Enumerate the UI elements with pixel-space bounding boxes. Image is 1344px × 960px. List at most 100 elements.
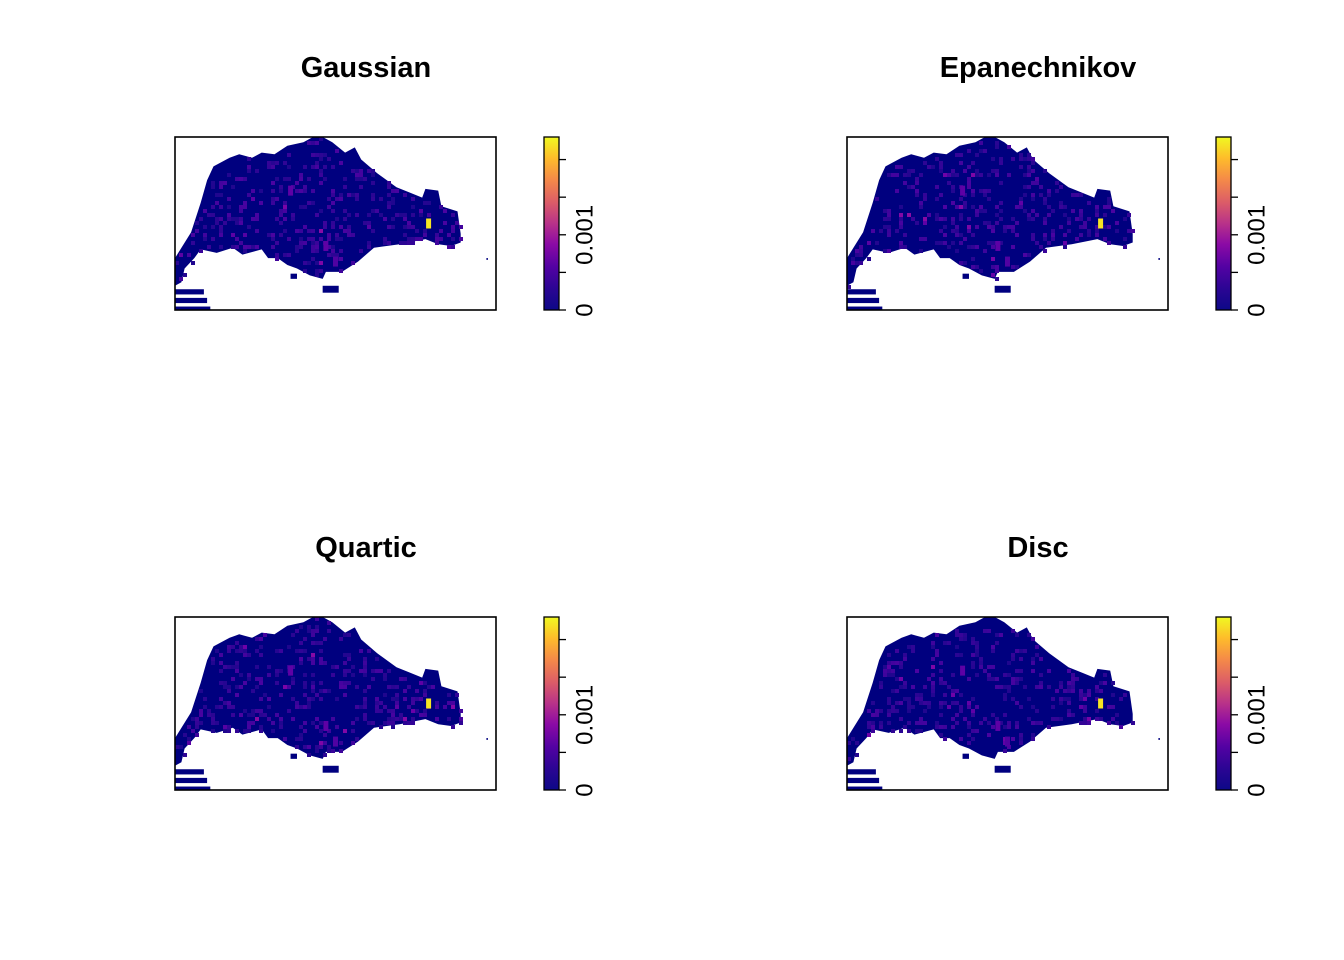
density-cell [267,673,271,677]
density-cell [227,197,231,201]
density-cell [1051,229,1055,233]
density-cell [231,713,235,717]
density-cell [287,645,291,649]
density-cell [1043,169,1047,173]
density-cell [219,193,223,197]
density-cell [923,217,927,221]
density-cell [331,209,335,213]
density-cell [959,197,963,201]
density-cell [259,697,263,701]
density-cell [975,653,979,657]
density-cell [999,633,1003,637]
density-cell [195,229,199,233]
density-cell [1047,669,1051,673]
density-cell [923,237,927,241]
density-cell [383,677,387,681]
density-cell [247,157,251,161]
color-legend: 0 0.001 [543,616,599,797]
density-cell [439,237,443,241]
density-cell [451,701,455,705]
density-cell [219,205,223,209]
density-cell [363,661,367,665]
density-cell [311,245,315,249]
density-cell [451,225,455,229]
density-cell [315,625,319,629]
density-cell [995,633,999,637]
density-cell [255,245,259,249]
density-cell [995,213,999,217]
density-cell [1107,201,1111,205]
density-cell [415,229,419,233]
density-cell [971,173,975,177]
density-cell [1031,721,1035,725]
density-cell [959,205,963,209]
density-cell [899,241,903,245]
hotspot-cell [995,720,1001,731]
density-cell [899,221,903,225]
density-cell [1015,233,1019,237]
density-cell [307,705,311,709]
density-cell [927,705,931,709]
density-cell [395,693,399,697]
density-cell [939,161,943,165]
island-raster [847,297,880,304]
density-cell [315,245,319,249]
density-cell [1035,653,1039,657]
density-cell [915,193,919,197]
density-cell [987,733,991,737]
density-cell [939,677,943,681]
density-cell [387,205,391,209]
density-cell [975,705,979,709]
density-cell [1063,241,1067,245]
density-cell [319,681,323,685]
density-cell [983,221,987,225]
density-cell [887,653,891,657]
density-cell [975,225,979,229]
density-cell [975,641,979,645]
density-cell [235,245,239,249]
density-cell [363,717,367,721]
density-cell [1075,237,1079,241]
density-cell [311,237,315,241]
density-cell [983,669,987,673]
density-cell [459,717,463,721]
density-cell [919,205,923,209]
density-cell [871,721,875,725]
density-cell [903,245,907,249]
hotspot-cell [426,218,432,229]
density-cell [319,745,323,749]
density-cell [1123,245,1127,249]
island-raster [994,285,1011,293]
density-cell [359,649,363,653]
density-cell [331,189,335,193]
density-cell [1051,209,1055,213]
density-cell [903,697,907,701]
density-cell [263,693,267,697]
density-cell [311,641,315,645]
density-cell [343,229,347,233]
density-cell [879,725,883,729]
density-cell [967,181,971,185]
density-cell [247,193,251,197]
density-cell [887,249,891,253]
density-cell [287,177,291,181]
density-cell [435,241,439,245]
density-cell [1111,681,1115,685]
density-cell [1083,717,1087,721]
density-cell [299,173,303,177]
density-cell [387,721,391,725]
density-cell [867,709,871,713]
density-cell [963,261,967,265]
density-cell [279,233,283,237]
density-cell [239,221,243,225]
density-cell [883,673,887,677]
density-cell [327,233,331,237]
density-cell [955,233,959,237]
density-cell [387,717,391,721]
density-cell [1071,681,1075,685]
density-cell [879,721,883,725]
density-cell [383,241,387,245]
density-cell [299,737,303,741]
density-cell [855,741,859,745]
panel-quartic: Quartic 0 0.001 [174,532,599,797]
